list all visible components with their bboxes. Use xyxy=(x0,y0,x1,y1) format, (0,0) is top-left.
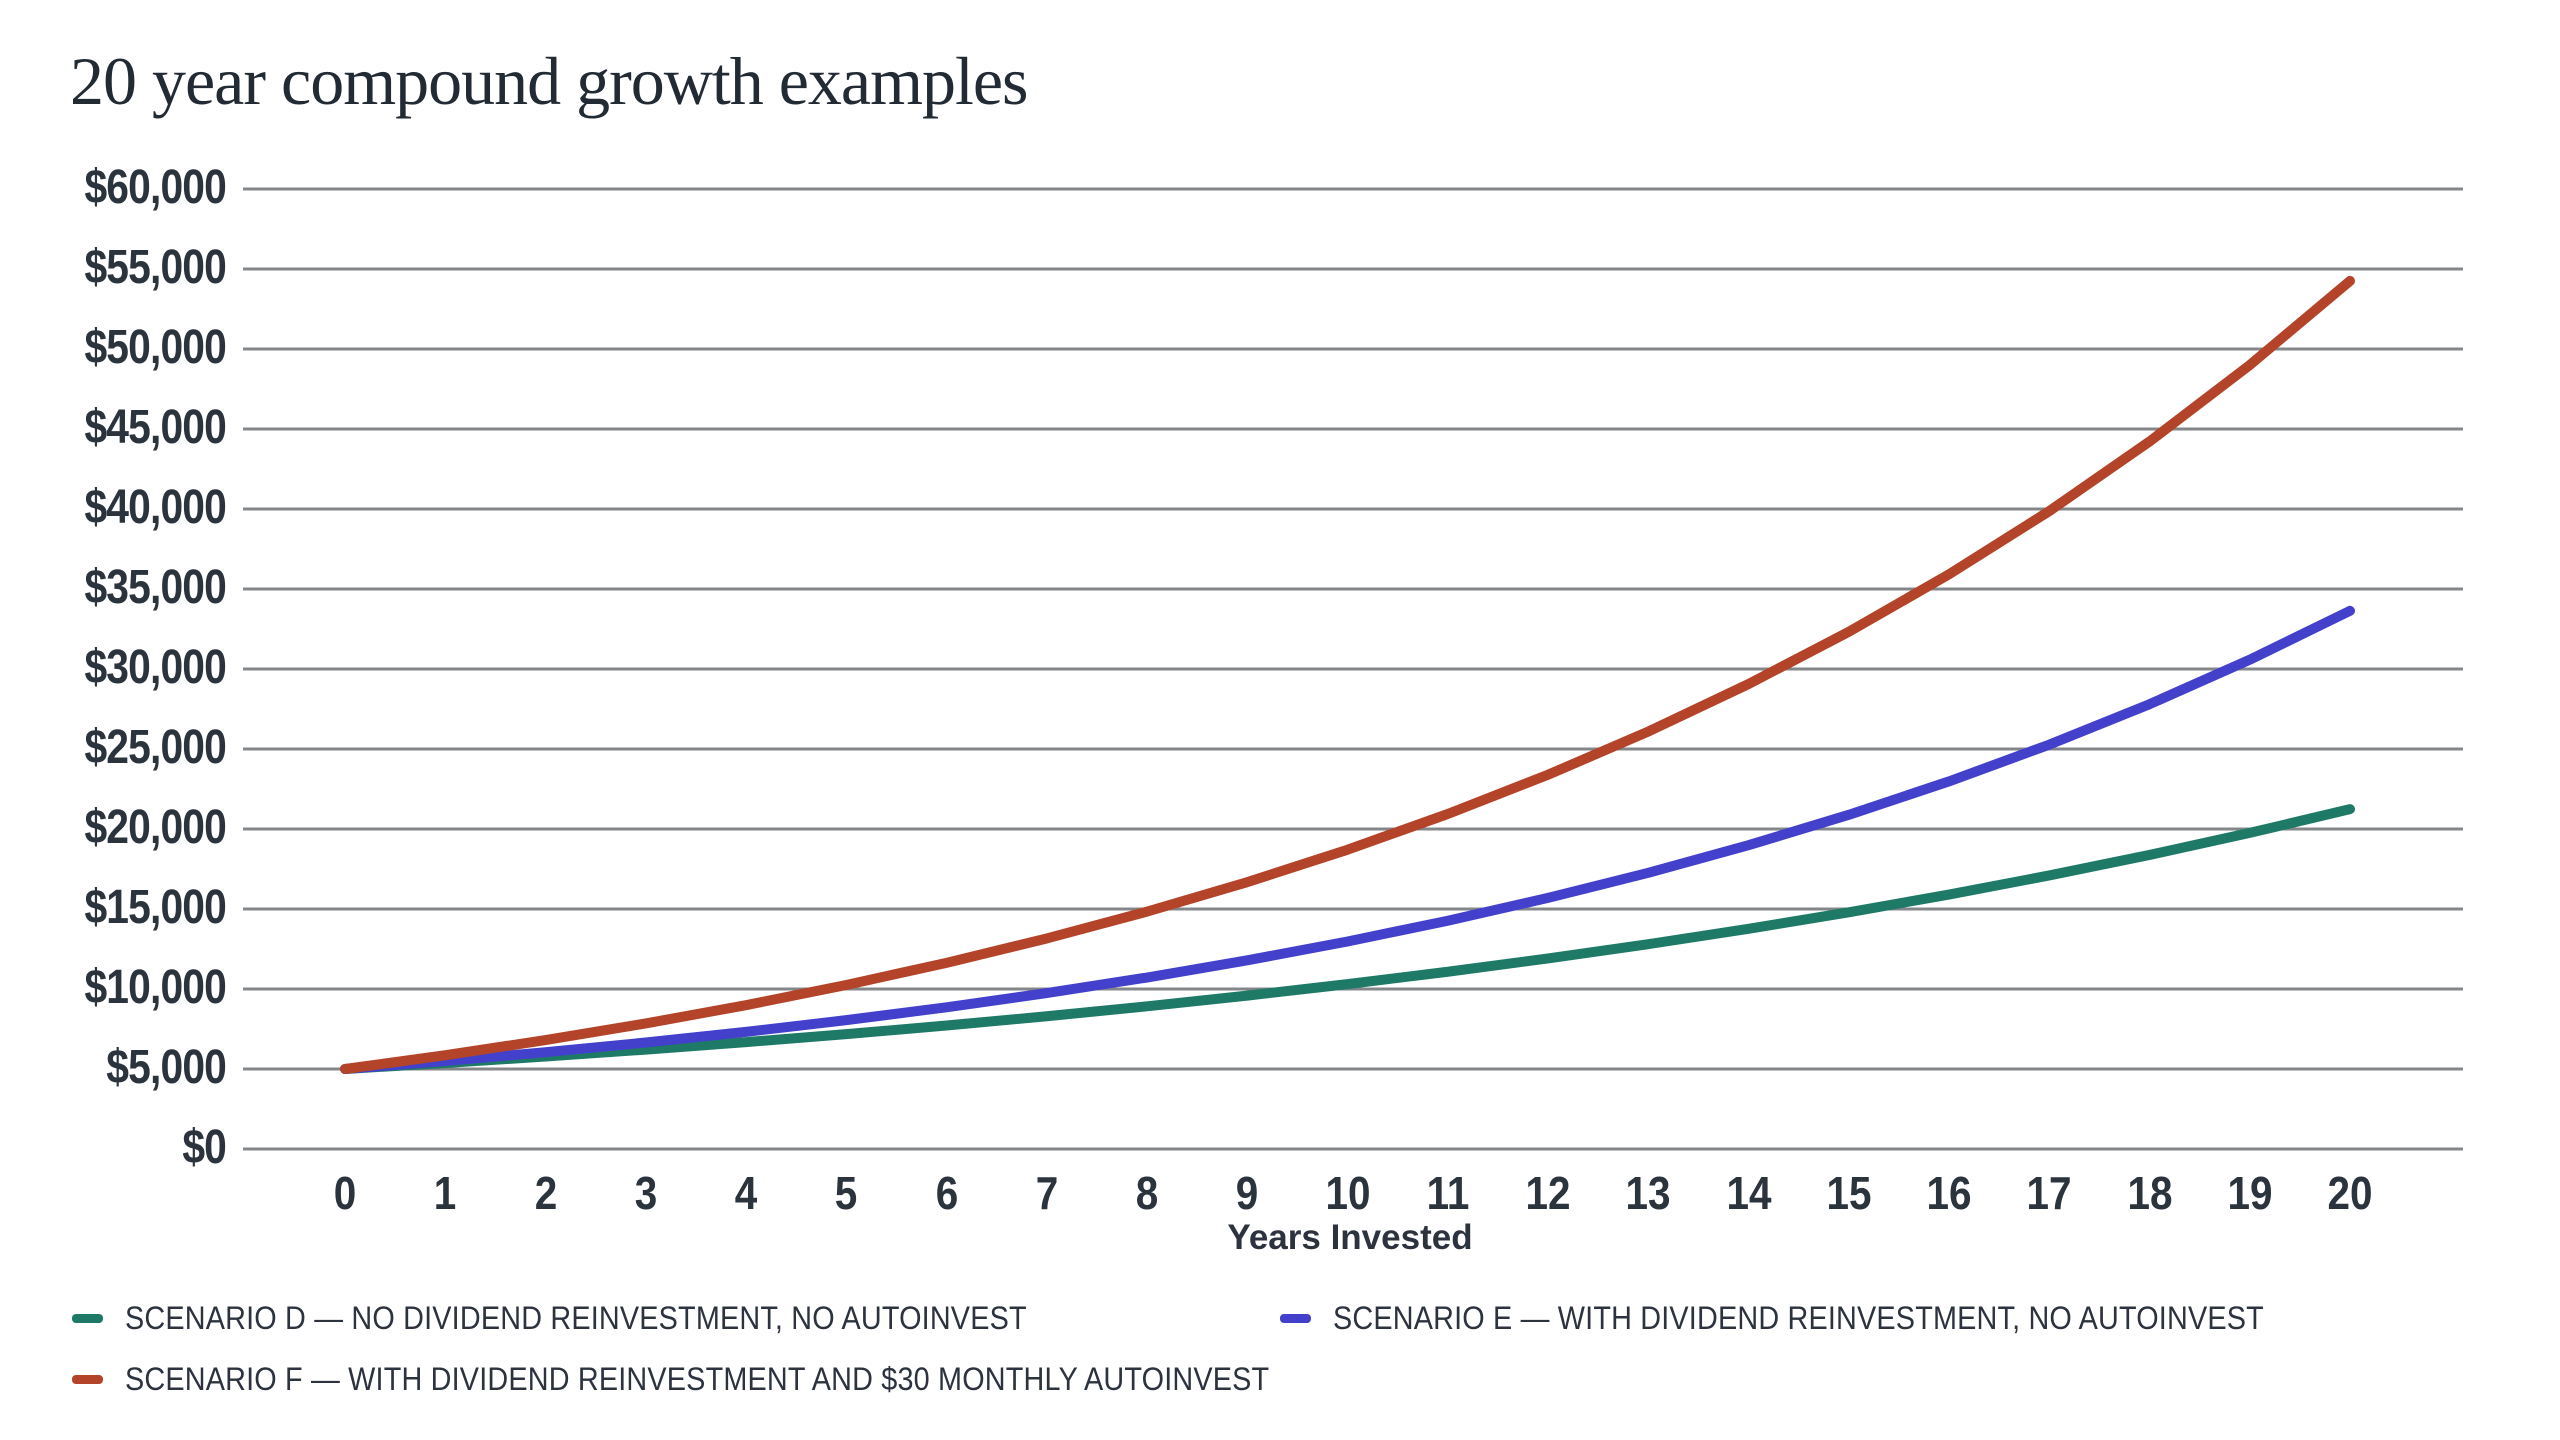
x-tick-label: 14 xyxy=(1725,1167,1772,1219)
y-tick-label: $50,000 xyxy=(84,321,226,374)
x-tick-label: 12 xyxy=(1525,1167,1571,1219)
y-tick-label: $55,000 xyxy=(84,241,226,294)
x-tick-label: 13 xyxy=(1625,1167,1671,1219)
x-tick-label: 0 xyxy=(333,1167,357,1219)
legend-label: SCENARIO D — NO DIVIDEND REINVESTMENT, N… xyxy=(125,1299,1027,1336)
y-tick-label: $15,000 xyxy=(84,881,226,934)
y-tick-label: $5,000 xyxy=(106,1041,227,1094)
x-tick-label: 8 xyxy=(1135,1167,1159,1219)
x-tick-label: 18 xyxy=(2126,1167,2173,1219)
legend-item-1: SCENARIO E — WITH DIVIDEND REINVESTMENT,… xyxy=(1280,1298,2367,1338)
y-tick-label: $60,000 xyxy=(84,161,226,214)
legend-swatch-icon xyxy=(1280,1313,1311,1323)
legend-item-0: SCENARIO D — NO DIVIDEND REINVESTMENT, N… xyxy=(72,1298,1127,1338)
y-tick-label: $25,000 xyxy=(84,721,226,774)
y-tick-label: $40,000 xyxy=(84,481,226,534)
legend-swatch-icon xyxy=(72,1374,103,1384)
legend-label: SCENARIO F — WITH DIVIDEND REINVESTMENT … xyxy=(125,1360,1270,1397)
legend-label: SCENARIO E — WITH DIVIDEND REINVESTMENT,… xyxy=(1333,1299,2264,1336)
x-tick-label: 5 xyxy=(834,1167,858,1219)
series-line-2 xyxy=(340,275,2355,1074)
y-tick-label: $20,000 xyxy=(84,801,226,854)
series-line-0 xyxy=(340,804,2355,1074)
x-tick-label: 15 xyxy=(1826,1167,1872,1219)
x-tick-label: 1 xyxy=(433,1167,457,1219)
y-tick-label: $45,000 xyxy=(84,401,226,454)
chart-title: 20 year compound growth examples xyxy=(70,43,1029,119)
y-tick-label: $35,000 xyxy=(84,561,226,614)
x-tick-label: 4 xyxy=(734,1167,758,1219)
legend-swatch-icon xyxy=(72,1313,103,1323)
series-line-1 xyxy=(340,605,2355,1074)
x-axis-title: Years Invested xyxy=(1227,1218,1473,1257)
x-tick-label: 16 xyxy=(1926,1167,1972,1219)
legend-item-2: SCENARIO F — WITH DIVIDEND REINVESTMENT … xyxy=(72,1359,1396,1399)
y-tick-label: $0 xyxy=(182,1121,227,1174)
x-tick-label: 10 xyxy=(1324,1167,1371,1219)
x-tick-label: 7 xyxy=(1035,1167,1059,1219)
y-tick-label: $30,000 xyxy=(84,641,226,694)
x-tick-label: 3 xyxy=(634,1167,658,1219)
x-tick-label: 2 xyxy=(534,1167,557,1219)
x-tick-label: 19 xyxy=(2227,1167,2273,1219)
x-tick-label: 17 xyxy=(2026,1167,2072,1219)
x-tick-label: 11 xyxy=(1426,1167,1470,1219)
x-tick-label: 6 xyxy=(935,1167,958,1219)
x-tick-label: 9 xyxy=(1235,1167,1259,1219)
x-tick-label: 20 xyxy=(2327,1167,2373,1219)
y-tick-label: $10,000 xyxy=(84,961,226,1014)
